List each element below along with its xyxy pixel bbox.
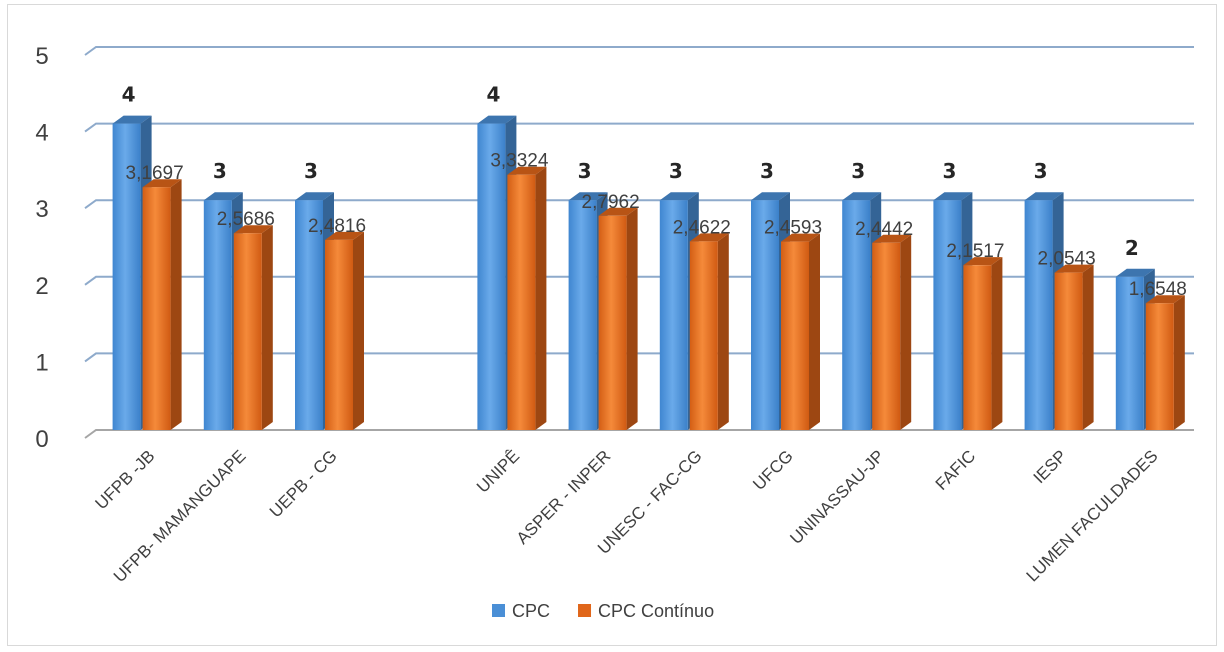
- legend-swatch: [578, 604, 592, 617]
- category-label: UFPB -JB: [92, 446, 159, 513]
- bar-cpc-continuo: [142, 179, 182, 430]
- data-label-cpc: 4: [122, 83, 136, 107]
- gridline: [84, 122, 1194, 133]
- gridline: [84, 429, 1194, 439]
- gridline: [84, 275, 1194, 286]
- category-label: IESP: [1030, 446, 1071, 487]
- y-tick-label: 0: [35, 426, 48, 453]
- gridline: [84, 199, 1194, 210]
- data-label-cpc-continuo: 3,3324: [490, 151, 549, 172]
- data-label-cpc-continuo: 3,1697: [126, 163, 184, 184]
- data-label-cpc: 3: [578, 159, 592, 183]
- y-tick-label: 3: [35, 196, 48, 223]
- gridlines: [84, 46, 1194, 439]
- bar-cpc-continuo: [507, 166, 547, 430]
- gridline: [84, 352, 1194, 363]
- category-label: FAFIC: [932, 446, 979, 493]
- data-label-cpc: 3: [213, 159, 227, 183]
- legend: CPC CPC Contínuo: [492, 601, 714, 621]
- data-label-cpc-continuo: 2,4442: [855, 219, 913, 240]
- data-label-cpc: 3: [669, 159, 683, 183]
- bar-cpc-continuo: [325, 231, 364, 430]
- category-label: UEPB - CG: [266, 446, 341, 521]
- category-label: UFCG: [749, 446, 796, 493]
- bar-cpc-continuo: [781, 233, 820, 430]
- gridline: [84, 46, 1194, 56]
- bar-cpc-continuo: [872, 234, 912, 430]
- y-tick-label: 1: [35, 349, 48, 376]
- y-tick-label: 2: [35, 273, 48, 300]
- data-label-cpc: 3: [1034, 159, 1048, 183]
- bar-cpc-continuo: [598, 207, 638, 430]
- bar-cpc-continuo: [689, 233, 729, 430]
- bar-cpc-continuo: [963, 257, 1003, 430]
- bars: [112, 115, 1185, 430]
- bar-chart: 0 1 2 3 4 5 4 3,1697 3 2,5686 3 2,4816 4 3,3324 3 2,79…: [35, 43, 1194, 621]
- legend-label: CPC: [512, 601, 550, 621]
- data-label-cpc: 3: [304, 159, 318, 183]
- bar-cpc-continuo: [233, 225, 273, 430]
- data-label-cpc: 3: [942, 159, 956, 183]
- y-axis-ticks: 0 1 2 3 4 5: [35, 43, 48, 453]
- data-label-cpc: 4: [486, 83, 500, 107]
- bar-cpc-continuo: [1145, 295, 1185, 430]
- data-label-cpc: 3: [851, 159, 865, 183]
- data-label-cpc-continuo: 2,5686: [217, 209, 275, 230]
- data-labels: 4 3,1697 3 2,5686 3 2,4816 4 3,3324 3 2,7962 3 2,46…: [122, 83, 1187, 301]
- y-tick-label: 5: [35, 43, 48, 70]
- data-label-cpc-continuo: 1,6548: [1129, 279, 1187, 300]
- data-label-cpc-continuo: 2,7962: [582, 192, 640, 213]
- data-label-cpc-continuo: 2,4622: [673, 217, 731, 238]
- category-label: UNIPÊ: [473, 446, 523, 496]
- category-label: ASPER - INPER: [513, 446, 615, 548]
- legend-label: CPC Contínuo: [598, 601, 714, 621]
- category-label: UNINASSAU-JP: [786, 446, 888, 548]
- bar-cpc-continuo: [1054, 264, 1094, 430]
- data-label-cpc-continuo: 2,4593: [764, 218, 822, 239]
- data-label-cpc-continuo: 2,1517: [946, 241, 1004, 262]
- data-label-cpc: 3: [760, 159, 774, 183]
- data-label-cpc: 2: [1125, 236, 1139, 260]
- y-tick-label: 4: [35, 120, 48, 147]
- data-label-cpc-continuo: 2,4816: [308, 216, 366, 237]
- legend-swatch: [492, 604, 505, 617]
- chart-frame: 0 1 2 3 4 5 4 3,1697 3 2,5686 3 2,4816 4 3,3324 3 2,79…: [7, 4, 1217, 646]
- data-label-cpc-continuo: 2,0543: [1038, 249, 1096, 270]
